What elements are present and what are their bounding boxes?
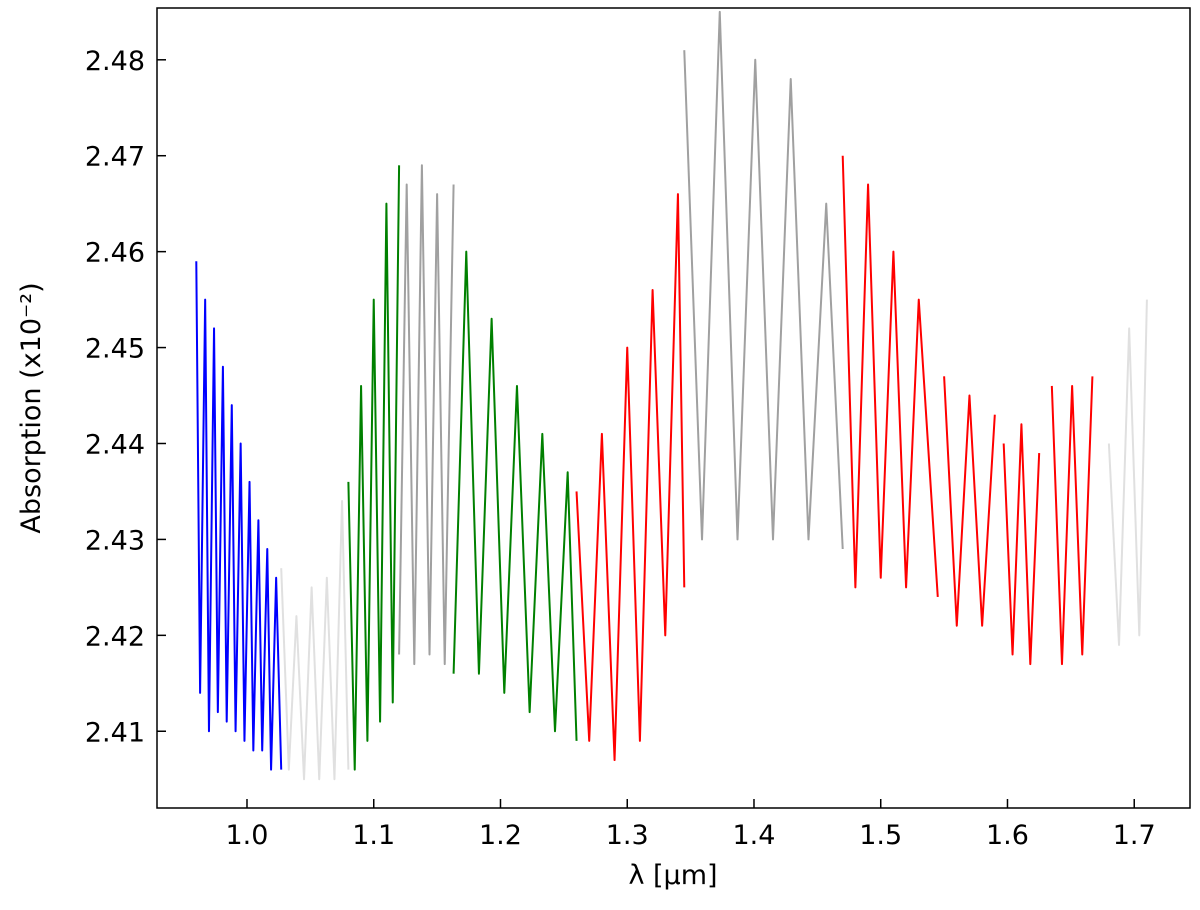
x-tick-label: 1.6 <box>986 820 1029 851</box>
y-tick-label: 2.46 <box>85 238 145 269</box>
y-tick-label: 2.43 <box>85 525 145 556</box>
y-tick-label: 2.45 <box>85 334 145 365</box>
x-tick-label: 1.5 <box>859 820 902 851</box>
x-tick-label: 1.4 <box>733 820 776 851</box>
y-tick-label: 2.48 <box>85 46 145 77</box>
x-axis-label: λ [μm] <box>628 860 717 891</box>
spectrum-line <box>841 155 939 598</box>
x-tick-label: 1.0 <box>226 820 269 851</box>
y-tick-label: 2.47 <box>85 142 145 173</box>
y-tick-label: 2.44 <box>85 429 145 460</box>
spectrum-line <box>943 376 996 627</box>
spectrum-line <box>1002 423 1041 666</box>
spectrum-line <box>195 261 283 771</box>
spectrum-line <box>347 165 401 771</box>
spectrum-line <box>575 193 686 762</box>
spectrum-line <box>1050 376 1094 666</box>
y-tick-label: 2.41 <box>85 717 145 748</box>
x-tick-label: 1.2 <box>479 820 522 851</box>
plot-frame <box>156 7 1191 809</box>
spectrum-line <box>1107 299 1148 646</box>
spectrum-line <box>452 250 578 741</box>
y-axis-label: Absorption (x10⁻²) <box>16 282 47 533</box>
x-tick-label: 1.3 <box>606 820 649 851</box>
x-tick-label: 1.1 <box>352 820 395 851</box>
spectrum-line <box>398 164 455 666</box>
x-tick-label: 1.7 <box>1113 820 1156 851</box>
spectrum-line <box>683 10 844 550</box>
y-tick-label: 2.42 <box>85 621 145 652</box>
spectrum-line <box>280 500 350 781</box>
